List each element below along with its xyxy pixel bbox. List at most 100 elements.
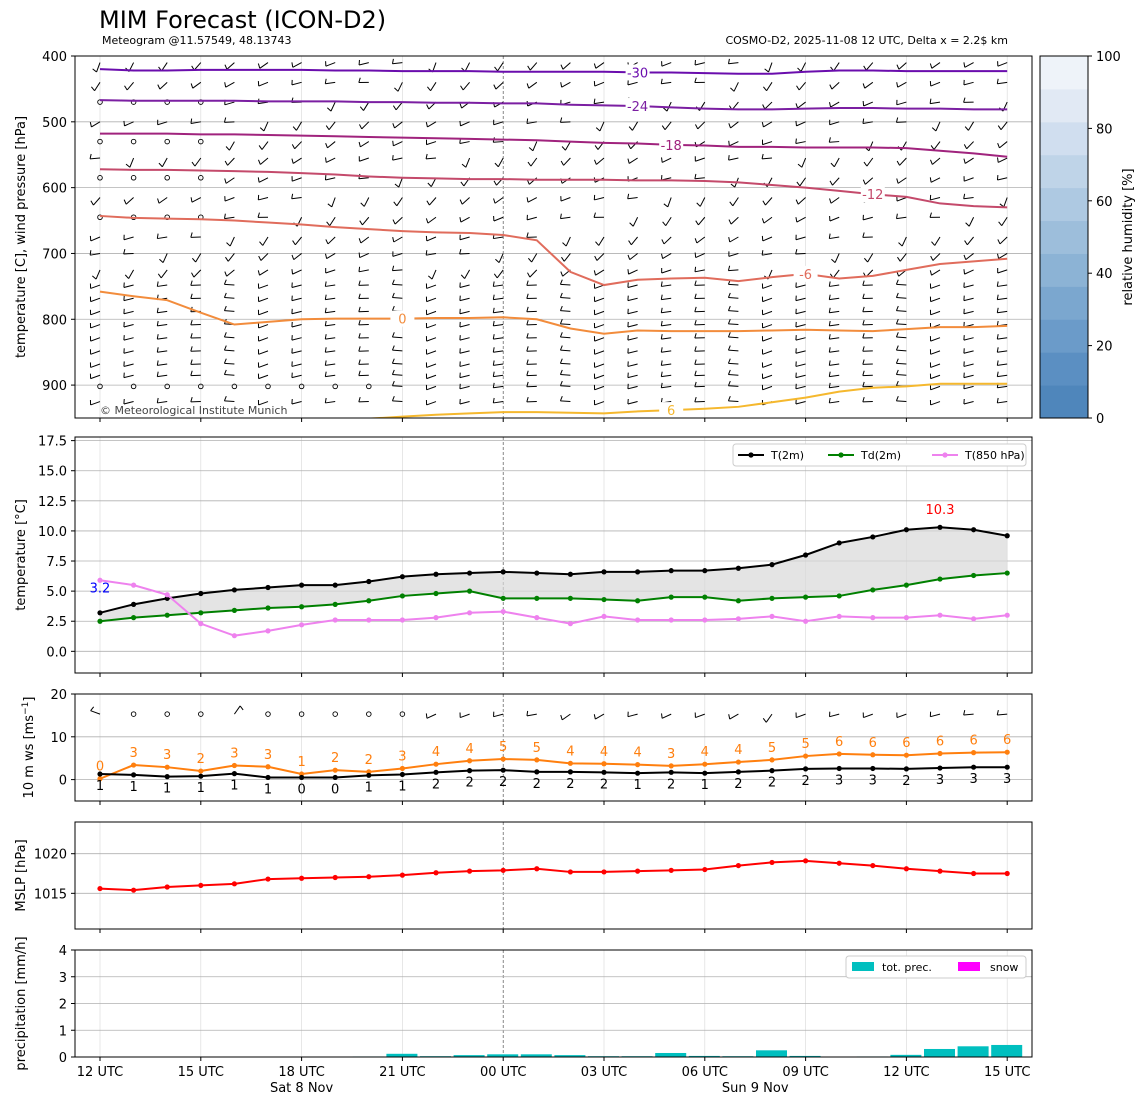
upper-air-wind-barb xyxy=(661,81,672,85)
temperature-point xyxy=(366,617,372,623)
upper-air-wind-barb-flag xyxy=(593,98,596,104)
upper-air-wind-barb xyxy=(560,349,571,352)
upper-air-wind-barb xyxy=(224,283,235,286)
upper-air-wind-barb xyxy=(193,62,202,71)
wind-ytick-label: 10 xyxy=(50,731,67,746)
upper-air-wind-barb-flag xyxy=(628,126,633,131)
upper-air-wind-barb xyxy=(560,374,571,376)
upper-air-wind-barb-flag xyxy=(324,347,327,353)
upper-air-wind-barb xyxy=(493,374,504,378)
wind-gust-label: 4 xyxy=(701,745,709,760)
upper-air-wind-barb-flag xyxy=(358,252,361,258)
upper-air-wind-barb xyxy=(258,197,269,201)
upper-air-wind-barb-flag xyxy=(896,160,901,166)
legend-swatch-snow xyxy=(958,962,980,971)
wind-mean-point xyxy=(131,772,137,778)
mslp-point xyxy=(198,882,204,889)
isotherm-label: -12 xyxy=(862,188,883,203)
temperature-point xyxy=(668,568,674,574)
mslp-ytick-label: 1015 xyxy=(34,887,67,902)
upper-air-wind-barb xyxy=(930,81,941,87)
upper-air-wind-barb-flag xyxy=(526,381,529,387)
temperature-point xyxy=(164,612,170,618)
upper-air-wind-barb xyxy=(493,121,504,126)
wind-gust-point xyxy=(870,752,876,758)
upper-air-wind-barb-flag xyxy=(91,275,97,280)
mslp-point xyxy=(265,876,271,882)
upper-air-wind-barb xyxy=(896,336,907,339)
upper-air-wind-barb xyxy=(931,269,941,276)
upper-air-wind-barb-flag xyxy=(862,293,865,299)
upper-air-wind-barb xyxy=(493,401,504,404)
upper-air-wind-barb xyxy=(459,401,470,405)
surface-wind-barb-flag xyxy=(661,713,663,719)
upper-air-wind-barb-flag xyxy=(190,333,193,339)
upper-air-wind-barb xyxy=(361,121,370,130)
upper-air-wind-barb-flag xyxy=(895,305,899,311)
upper-air-wind-barb-flag xyxy=(963,254,967,260)
upper-air-wind-barb xyxy=(932,253,941,261)
upper-air-ylabel: temperature [C], wind pressure [hPa] xyxy=(14,116,29,358)
wind-mean-point xyxy=(567,769,574,775)
upper-air-wind-barb xyxy=(598,236,605,246)
temperature-point xyxy=(433,615,439,621)
upper-air-wind-barb xyxy=(392,269,403,272)
mslp-point xyxy=(769,859,775,866)
upper-air-wind-barb xyxy=(90,324,101,329)
upper-air-wind-barb-flag xyxy=(292,126,297,131)
upper-air-wind-barb xyxy=(426,236,437,242)
upper-air-wind-barb-flag xyxy=(829,84,833,90)
upper-air-wind-barb xyxy=(291,350,302,354)
surface-wind-barb xyxy=(863,713,873,719)
upper-air-wind-barb-flag xyxy=(627,269,630,275)
upper-air-wind-barb xyxy=(459,363,470,367)
colorbar-tick-label: 60 xyxy=(1096,195,1113,210)
upper-air-wind-barb xyxy=(1003,197,1008,208)
mslp-point xyxy=(1004,870,1010,877)
wind-gust-label: 5 xyxy=(533,741,541,756)
temperature-point xyxy=(601,569,607,575)
wind-mean-label: 1 xyxy=(129,780,137,795)
upper-air-wind-barb-flag xyxy=(526,359,529,365)
upper-air-wind-barb-flag xyxy=(324,397,327,404)
isotherm-line xyxy=(364,382,1008,418)
upper-air-wind-barb xyxy=(963,310,974,315)
upper-air-wind-barb xyxy=(829,310,840,314)
upper-air-wind-barb xyxy=(90,401,101,406)
mslp-line xyxy=(99,859,1008,892)
upper-air-wind-barb-flag xyxy=(795,120,797,126)
wind-mean-label: 0 xyxy=(297,782,305,797)
upper-air-wind-barb-flag xyxy=(694,396,697,403)
upper-air-wind-barb-flag xyxy=(157,84,161,90)
isotherm-label-bg xyxy=(860,186,885,203)
temperature-point xyxy=(870,587,876,593)
upper-air-wind-barb-flag xyxy=(528,147,534,152)
upper-air-wind-barb xyxy=(497,157,504,168)
upper-air-wind-barb xyxy=(560,121,571,123)
upper-air-wind-barb xyxy=(728,362,739,365)
wind-gust-point xyxy=(399,765,405,772)
upper-air-wind-barb-flag xyxy=(997,239,1001,245)
humidity-colorbar-band xyxy=(1040,154,1088,189)
upper-air-wind-barb-flag xyxy=(258,159,261,165)
upper-air-wind-barb xyxy=(661,284,672,287)
wind-mean-label: 2 xyxy=(902,774,910,789)
upper-air-wind-barb-flag xyxy=(559,319,563,325)
upper-air-wind-barb-flag xyxy=(862,319,865,326)
mslp-point xyxy=(332,874,338,881)
upper-air-wind-barb-flag xyxy=(897,256,901,262)
upper-air-wind-barb xyxy=(327,141,336,149)
upper-air-wind-barb xyxy=(831,81,840,90)
upper-air-wind-barb xyxy=(728,385,739,387)
upper-air-wind-barb-flag xyxy=(828,307,831,313)
upper-air-wind-barb xyxy=(325,81,336,85)
mslp-point xyxy=(534,866,540,872)
temperature-point xyxy=(265,584,271,591)
wind-mean-point xyxy=(198,773,204,779)
upper-air-wind-barb-flag xyxy=(660,320,663,327)
upper-air-wind-barb xyxy=(730,121,739,129)
upper-air-wind-barb-flag xyxy=(561,146,566,151)
upper-air-wind-barb xyxy=(768,62,773,73)
upper-air-wind-barb xyxy=(94,82,101,91)
upper-air-wind-barb xyxy=(997,310,1008,314)
